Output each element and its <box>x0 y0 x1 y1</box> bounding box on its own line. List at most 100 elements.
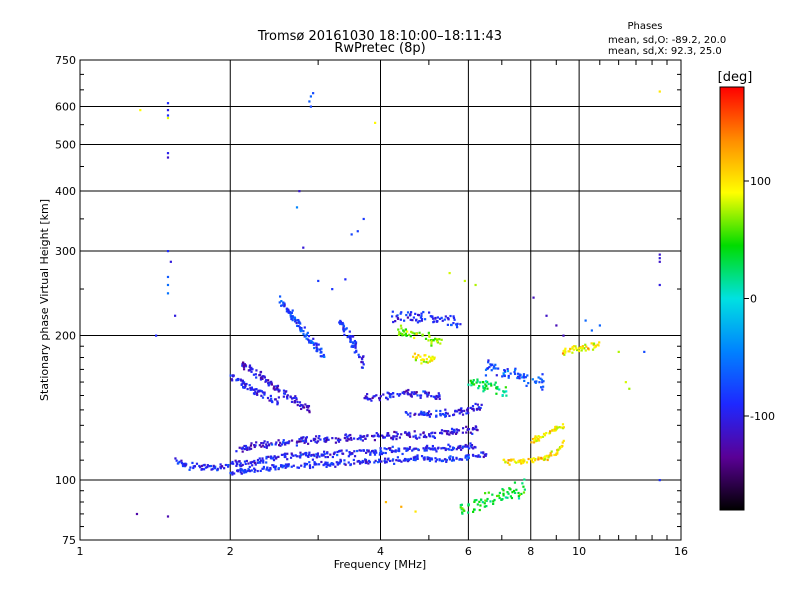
data-point <box>535 439 538 442</box>
data-point <box>450 323 453 327</box>
data-point <box>352 458 355 462</box>
data-point <box>310 453 313 457</box>
data-point <box>166 109 170 112</box>
data-point <box>313 346 316 350</box>
data-point <box>594 344 598 347</box>
data-point <box>413 332 416 335</box>
data-point <box>416 456 419 459</box>
data-point <box>282 439 285 442</box>
x-tick-label: 6 <box>465 545 472 558</box>
data-point <box>303 335 306 338</box>
data-point <box>306 331 309 334</box>
data-point <box>503 369 507 372</box>
data-point <box>291 315 294 318</box>
data-point <box>462 508 465 511</box>
data-point <box>269 455 273 458</box>
data-point <box>412 316 415 319</box>
data-point <box>349 463 352 467</box>
data-point <box>289 314 292 317</box>
data-point <box>273 385 276 388</box>
data-point <box>383 457 387 460</box>
data-point <box>305 337 308 340</box>
data-point <box>407 388 410 392</box>
data-point <box>415 447 418 450</box>
data-point <box>370 434 374 438</box>
data-point <box>200 464 203 468</box>
data-point <box>361 459 364 463</box>
data-point <box>287 465 290 468</box>
data-point <box>425 447 428 450</box>
data-point <box>286 397 289 400</box>
data-point <box>299 330 302 333</box>
data-point <box>416 454 419 457</box>
data-point <box>480 403 483 406</box>
data-point <box>247 468 250 471</box>
data-point <box>385 447 388 451</box>
data-point <box>278 301 281 304</box>
data-point <box>241 447 244 450</box>
data-point <box>384 460 387 463</box>
data-point <box>276 400 279 403</box>
data-point <box>307 406 310 409</box>
data-point <box>283 392 287 395</box>
data-point <box>462 427 465 430</box>
data-point <box>300 327 303 330</box>
data-point <box>439 413 442 416</box>
data-point <box>415 332 418 335</box>
data-point <box>320 351 323 354</box>
data-point <box>542 380 545 383</box>
data-point <box>431 316 434 319</box>
data-point <box>245 459 248 463</box>
data-point <box>382 451 385 455</box>
data-point <box>534 381 537 384</box>
data-point <box>550 450 553 453</box>
data-point <box>427 331 430 334</box>
data-point <box>420 312 423 315</box>
data-point <box>537 456 540 459</box>
data-point <box>410 395 413 398</box>
data-point <box>166 152 170 155</box>
data-point <box>587 347 590 350</box>
data-point <box>467 503 470 506</box>
data-point <box>502 494 505 497</box>
data-point <box>517 495 520 498</box>
data-point <box>410 393 413 396</box>
data-point <box>265 443 268 446</box>
data-point <box>303 326 306 329</box>
data-point <box>445 459 448 462</box>
data-point <box>537 439 541 442</box>
data-point <box>409 415 412 418</box>
data-point <box>379 395 382 398</box>
x-tick-label: 8 <box>527 545 534 558</box>
data-point <box>314 462 317 465</box>
data-point <box>658 90 661 93</box>
data-point <box>428 415 431 418</box>
data-point <box>369 451 372 454</box>
data-point <box>560 445 563 448</box>
data-point <box>356 230 359 233</box>
data-point <box>427 391 430 394</box>
data-point <box>525 384 528 387</box>
data-point <box>438 395 441 398</box>
data-point <box>443 429 446 433</box>
data-point <box>261 396 265 399</box>
data-point <box>135 512 139 516</box>
data-point <box>493 383 496 386</box>
data-point <box>549 430 552 433</box>
data-point <box>270 383 274 386</box>
data-point <box>198 464 201 468</box>
data-point <box>448 414 451 418</box>
data-point <box>350 438 353 441</box>
data-point <box>342 323 345 326</box>
data-point <box>444 413 447 417</box>
data-point <box>484 492 487 495</box>
data-point <box>361 439 364 442</box>
data-point <box>537 437 540 440</box>
data-point <box>578 349 581 353</box>
data-point <box>284 390 287 393</box>
data-point <box>192 465 195 468</box>
data-point <box>398 436 402 439</box>
data-point <box>180 459 183 462</box>
data-point <box>412 458 415 461</box>
data-point <box>315 349 318 353</box>
